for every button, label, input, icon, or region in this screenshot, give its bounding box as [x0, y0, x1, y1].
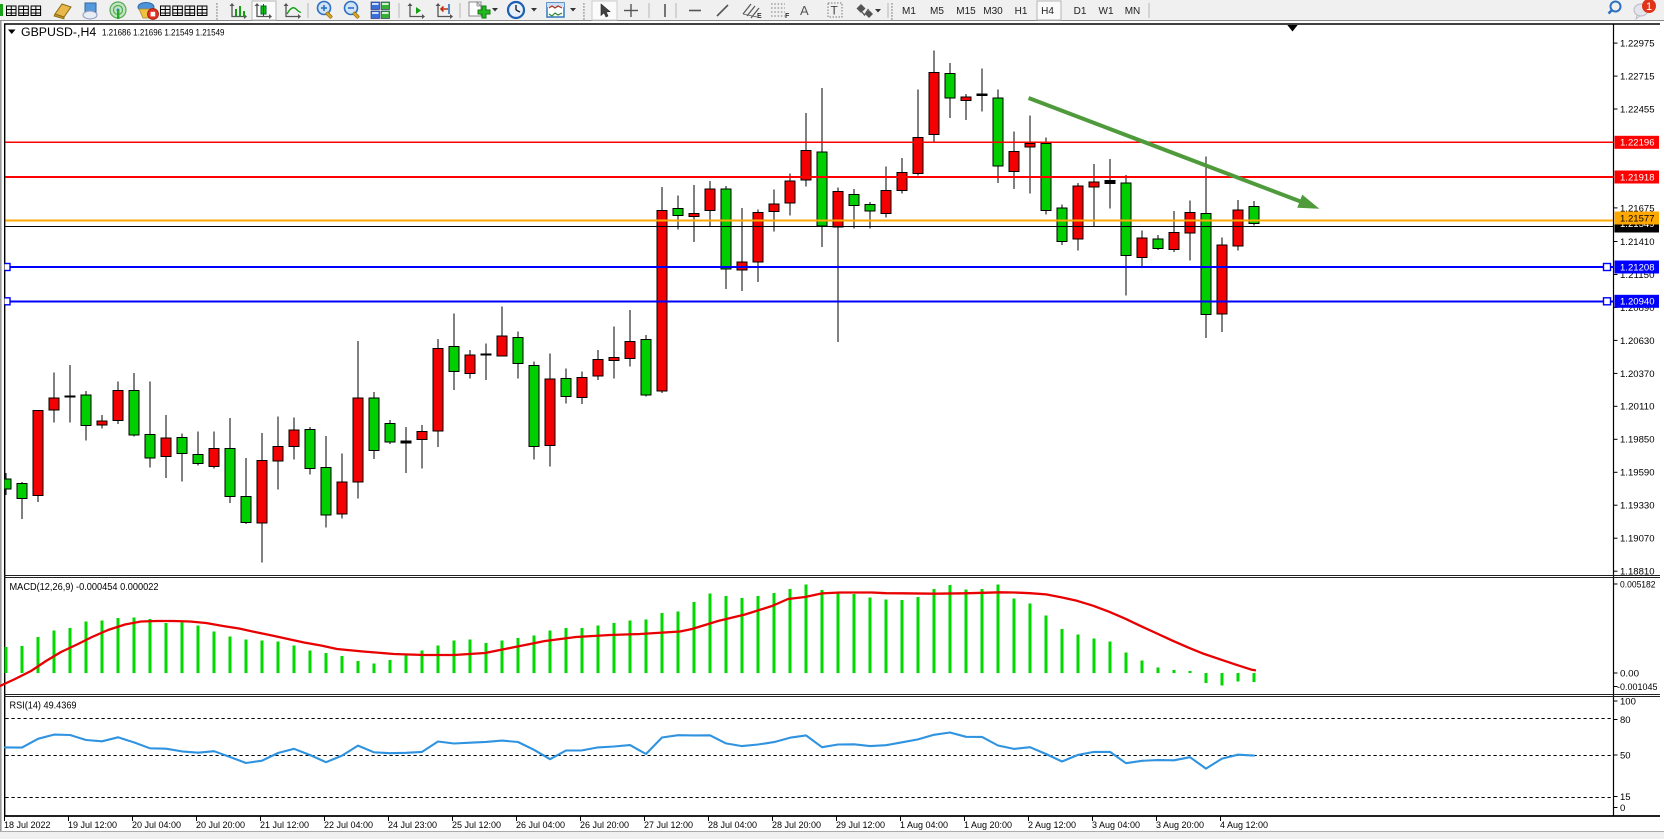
svg-text:29 Jul 12:00: 29 Jul 12:00: [836, 820, 885, 830]
svg-text:1.21675: 1.21675: [1620, 203, 1655, 214]
svg-text:1.20940: 1.20940: [1620, 297, 1655, 308]
svg-text:26 Jul 20:00: 26 Jul 20:00: [580, 820, 629, 830]
svg-text:1.21150: 1.21150: [1620, 270, 1655, 281]
svg-text:M15: M15: [956, 6, 976, 17]
svg-text:M30: M30: [983, 6, 1003, 17]
svg-text:MACD(12,26,9) -0.000454 0.0000: MACD(12,26,9) -0.000454 0.000022: [10, 582, 159, 593]
svg-text:0.005182: 0.005182: [1620, 579, 1656, 590]
svg-text:1.21686 1.21696 1.21549 1.2154: 1.21686 1.21696 1.21549 1.21549: [102, 28, 225, 39]
svg-text:F: F: [785, 13, 790, 20]
svg-text:1.22196: 1.22196: [1620, 138, 1655, 149]
svg-text:28 Jul 20:00: 28 Jul 20:00: [772, 820, 821, 830]
svg-text:1.21208: 1.21208: [1620, 262, 1655, 273]
svg-text:100: 100: [1620, 696, 1636, 707]
svg-text:22 Jul 04:00: 22 Jul 04:00: [324, 820, 373, 830]
svg-text:28 Jul 04:00: 28 Jul 04:00: [708, 820, 757, 830]
svg-text:1: 1: [1646, 1, 1652, 13]
svg-text:1.21918: 1.21918: [1620, 172, 1655, 183]
svg-text:1 Aug 04:00: 1 Aug 04:00: [900, 820, 948, 830]
svg-text:18 Jul 2022: 18 Jul 2022: [4, 820, 51, 830]
svg-text:D1: D1: [1074, 6, 1087, 17]
svg-text:4 Aug 12:00: 4 Aug 12:00: [1220, 820, 1268, 830]
svg-text:1.22715: 1.22715: [1620, 72, 1655, 83]
svg-text:1.21549: 1.21549: [1620, 219, 1655, 230]
svg-text:1.22975: 1.22975: [1620, 39, 1655, 50]
svg-text:21 Jul 12:00: 21 Jul 12:00: [260, 820, 309, 830]
svg-text:H4: H4: [1041, 6, 1054, 17]
svg-text:1.21410: 1.21410: [1620, 237, 1655, 248]
svg-text:20 Jul 20:00: 20 Jul 20:00: [196, 820, 245, 830]
svg-text:1.21577: 1.21577: [1620, 213, 1655, 224]
svg-text:T: T: [831, 4, 839, 18]
svg-text:M1: M1: [902, 6, 916, 17]
svg-text:27 Jul 12:00: 27 Jul 12:00: [644, 820, 693, 830]
svg-text:0: 0: [1620, 803, 1625, 814]
svg-text:1.19850: 1.19850: [1620, 435, 1655, 446]
svg-text:19 Jul 12:00: 19 Jul 12:00: [68, 820, 117, 830]
svg-text:1.20370: 1.20370: [1620, 369, 1655, 380]
svg-text:50: 50: [1620, 750, 1631, 761]
svg-text:H1: H1: [1015, 6, 1028, 17]
svg-text:1.22455: 1.22455: [1620, 104, 1655, 115]
svg-text:1.18810: 1.18810: [1620, 567, 1655, 578]
svg-text:20 Jul 04:00: 20 Jul 04:00: [132, 820, 181, 830]
svg-text:26 Jul 04:00: 26 Jul 04:00: [516, 820, 565, 830]
svg-text:80: 80: [1620, 715, 1631, 726]
svg-text:MN: MN: [1125, 6, 1141, 17]
svg-text:1.19070: 1.19070: [1620, 534, 1655, 545]
svg-text:3 Aug 20:00: 3 Aug 20:00: [1156, 820, 1204, 830]
svg-text:1.20890: 1.20890: [1620, 303, 1655, 314]
svg-text:15: 15: [1620, 792, 1631, 803]
svg-text:A: A: [800, 3, 809, 18]
svg-text:1.19330: 1.19330: [1620, 501, 1655, 512]
svg-text:M5: M5: [930, 6, 944, 17]
svg-text:E: E: [757, 13, 762, 20]
svg-text:GBPUSD-,H4: GBPUSD-,H4: [21, 25, 96, 39]
svg-text:25 Jul 12:00: 25 Jul 12:00: [452, 820, 501, 830]
svg-text:24 Jul 23:00: 24 Jul 23:00: [388, 820, 437, 830]
svg-text:-0.001045: -0.001045: [1617, 682, 1658, 693]
svg-text:RSI(14) 49.4369: RSI(14) 49.4369: [10, 701, 77, 712]
svg-text:2 Aug 12:00: 2 Aug 12:00: [1028, 820, 1076, 830]
svg-text:1.20630: 1.20630: [1620, 336, 1655, 347]
svg-text:1 Aug 20:00: 1 Aug 20:00: [964, 820, 1012, 830]
svg-text:0.00: 0.00: [1620, 668, 1639, 679]
svg-text:W1: W1: [1099, 6, 1114, 17]
svg-text:3 Aug 04:00: 3 Aug 04:00: [1092, 820, 1140, 830]
svg-text:1.19590: 1.19590: [1620, 468, 1655, 479]
svg-text:1.20110: 1.20110: [1620, 402, 1655, 413]
